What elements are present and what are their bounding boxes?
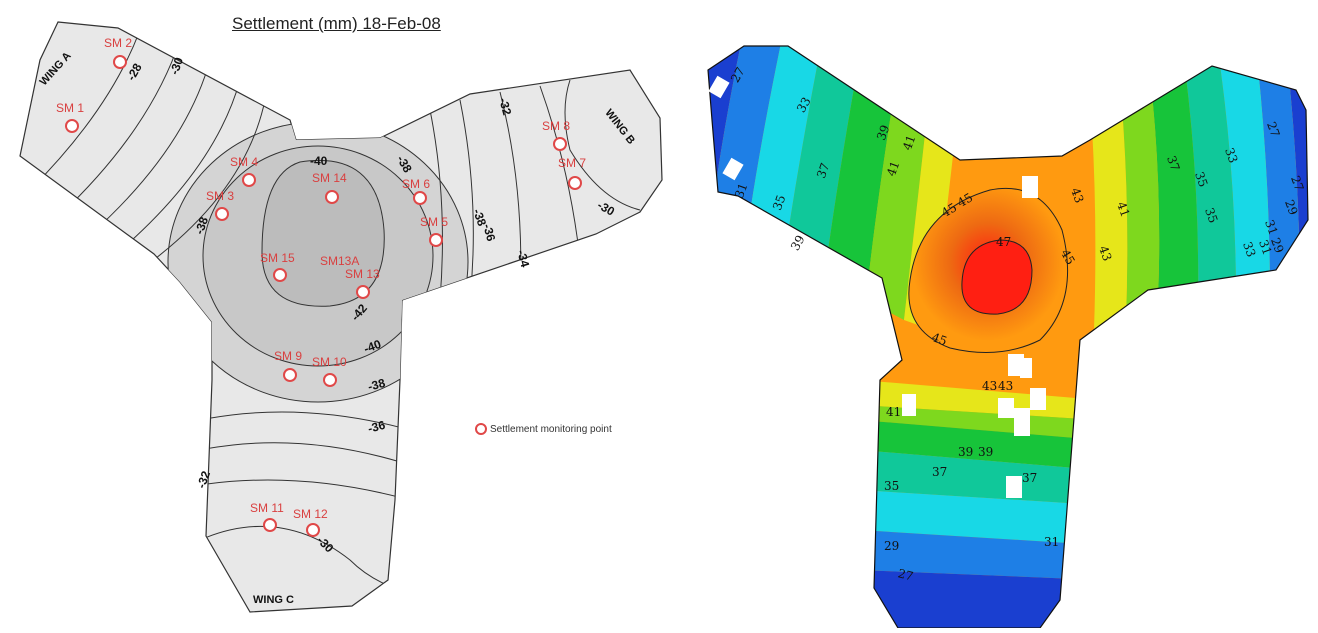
monitoring-point[interactable]: SM 2 bbox=[104, 36, 132, 69]
fe-contour-label: 31 bbox=[1044, 535, 1059, 549]
fe-contour-label: 33 bbox=[1240, 240, 1258, 259]
fe-contour-label: 37 bbox=[1164, 154, 1182, 173]
monitoring-point[interactable]: SM 11 bbox=[250, 501, 284, 532]
contour-label: -30 bbox=[167, 55, 186, 76]
fe-contour-label: 39 bbox=[788, 233, 808, 253]
point-label: SM 7 bbox=[558, 156, 586, 170]
monitoring-point[interactable]: SM 6 bbox=[402, 177, 430, 205]
point-label: SM 2 bbox=[104, 36, 132, 50]
point-label: SM 5 bbox=[420, 215, 448, 229]
monitoring-point[interactable]: SM 3 bbox=[206, 189, 234, 221]
fe-contour-label: 31 bbox=[732, 181, 750, 200]
fe-contour-label: 27 bbox=[896, 566, 914, 583]
point-label: SM 13 bbox=[345, 267, 380, 281]
fe-contour-label: 45 bbox=[955, 190, 975, 210]
point-label: SM 10 bbox=[312, 355, 347, 369]
monitoring-points: SM 1 SM 2 SM 3 SM 4 SM 5 SM 6 SM 7 SM 8 … bbox=[56, 36, 586, 537]
contour-label: -36 bbox=[480, 222, 498, 243]
monitoring-point[interactable]: SM 1 bbox=[56, 101, 84, 133]
wing-c-label: WING C bbox=[253, 594, 294, 606]
contour-label: -38 bbox=[470, 207, 489, 228]
monitoring-point[interactable]: SM 12 bbox=[293, 507, 328, 537]
monitoring-point[interactable]: SM 4 bbox=[230, 155, 258, 187]
settlement-contour-map: Settlement (mm) 18-Feb-08 bbox=[19, 14, 663, 613]
fe-contour-label: 39 bbox=[874, 123, 892, 142]
fe-plot-canvas: 27 33 37 39 41 41 31 35 39 45 45 43 41 3… bbox=[707, 45, 1309, 629]
contour-label: -32 bbox=[496, 96, 514, 117]
point-label: SM 6 bbox=[402, 177, 430, 191]
fe-contour-label: 35 bbox=[770, 193, 788, 212]
point-label: SM 11 bbox=[250, 501, 284, 515]
fe-contour-label: 45 bbox=[1058, 247, 1078, 267]
fe-contour-labels: 27 33 37 39 41 41 31 35 39 45 45 43 41 3… bbox=[728, 65, 1306, 584]
fe-contour-label: 29 bbox=[884, 539, 899, 553]
legend: Settlement monitoring point bbox=[475, 423, 612, 435]
contour-label: -38 bbox=[366, 376, 387, 394]
point-label: SM 9 bbox=[274, 349, 302, 363]
fe-contour-label: 35 bbox=[1202, 206, 1220, 225]
fe-contour-plot: 27 33 37 39 41 41 31 35 39 45 45 43 41 3… bbox=[680, 0, 1318, 629]
settlement-map-canvas: WING A WING B WING C SM 1 SM 2 SM 3 SM 4… bbox=[19, 21, 663, 613]
monitoring-point[interactable]: SM 13 bbox=[345, 267, 380, 299]
contour-label: -38 bbox=[192, 215, 211, 236]
monitoring-point[interactable]: SM 8 bbox=[542, 119, 570, 151]
legend-label: Settlement monitoring point bbox=[490, 424, 612, 435]
fe-contour-label: 33 bbox=[1222, 146, 1240, 165]
fe-contour-label: 31 bbox=[1256, 238, 1274, 257]
fe-contour-label: 29 bbox=[1268, 236, 1286, 255]
white-gap-markers bbox=[708, 75, 1046, 498]
fe-contour-label: 35 bbox=[884, 479, 899, 493]
fe-contour-label: 41 bbox=[884, 159, 902, 178]
contour-label: -34 bbox=[514, 248, 532, 269]
monitoring-point[interactable]: SM 9 bbox=[274, 349, 302, 382]
fe-contour-label: 37 bbox=[1022, 471, 1037, 485]
fe-contour-label: 37 bbox=[814, 161, 832, 180]
fe-contour-label: 45 bbox=[939, 200, 959, 220]
point-label: SM 12 bbox=[293, 507, 328, 521]
monitoring-point[interactable]: SM 7 bbox=[558, 156, 586, 190]
fe-contour-label: 27 bbox=[728, 65, 748, 85]
fe-contour-label: 47 bbox=[996, 235, 1011, 249]
monitoring-point[interactable]: SM 15 bbox=[260, 251, 295, 282]
monitoring-point[interactable]: SM 14 bbox=[312, 171, 347, 204]
fe-contour-label: 35 bbox=[1192, 170, 1210, 189]
contour-label: -36 bbox=[366, 418, 387, 436]
fe-contour-label: 39 bbox=[978, 445, 993, 459]
point-label: SM 1 bbox=[56, 101, 84, 115]
contour-label: -32 bbox=[194, 469, 213, 490]
monitoring-point[interactable]: SM 5 bbox=[420, 215, 448, 247]
contour-label: -40 bbox=[310, 154, 328, 168]
fe-contour-label: 43 bbox=[1068, 186, 1086, 205]
fe-contour-label: 43 bbox=[998, 379, 1013, 393]
fe-contour-label: 27 bbox=[1288, 174, 1306, 193]
fe-contour-label: 41 bbox=[900, 133, 918, 152]
contour-label: -40 bbox=[362, 337, 383, 356]
fe-contour-label: 43 bbox=[1096, 244, 1114, 263]
fe-contour-label: 37 bbox=[932, 465, 947, 479]
legend-marker-icon bbox=[475, 423, 487, 435]
point-label: SM 4 bbox=[230, 155, 258, 169]
fe-contour-label: 45 bbox=[930, 330, 949, 348]
point-label: SM 14 bbox=[312, 171, 347, 185]
fe-contour-label: 41 bbox=[886, 405, 901, 419]
point-label: SM 15 bbox=[260, 251, 295, 265]
fe-contour-label: 43 bbox=[982, 379, 997, 393]
point-label: SM 3 bbox=[206, 189, 234, 203]
fe-contour-label: 31 bbox=[1262, 218, 1280, 237]
fe-outline bbox=[707, 45, 1309, 629]
fe-contour-label: 29 bbox=[1282, 198, 1300, 217]
fe-contour-label: 27 bbox=[1264, 120, 1282, 139]
map-title: Settlement (mm) 18-Feb-08 bbox=[232, 14, 441, 33]
fe-contour-label: 39 bbox=[958, 445, 973, 459]
monitoring-point[interactable]: SM 10 bbox=[312, 355, 347, 387]
point-label: SM13A bbox=[320, 254, 359, 268]
point-label: SM 8 bbox=[542, 119, 570, 133]
fe-contour-label: 41 bbox=[1114, 200, 1132, 219]
fe-contour-label: 33 bbox=[794, 95, 814, 115]
